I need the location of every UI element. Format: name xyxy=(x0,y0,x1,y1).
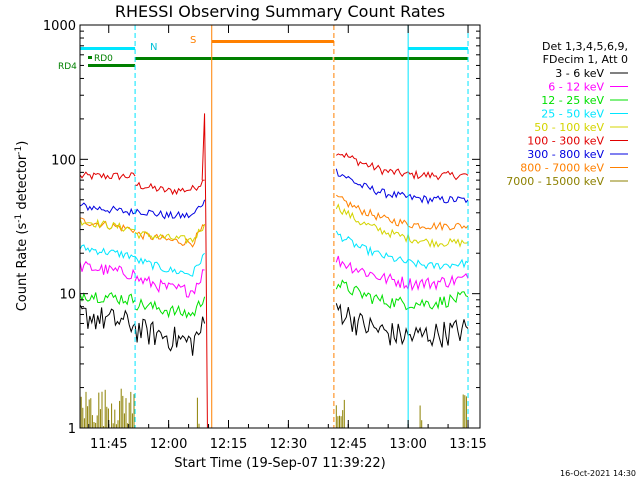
night-bar-1 xyxy=(408,47,469,50)
rd0-bar xyxy=(88,56,92,59)
noise-cluster-e xyxy=(462,394,467,428)
x-axis-label: Start Time (19-Sep-07 11:39:22) xyxy=(174,456,385,471)
spike-trace xyxy=(201,113,208,429)
series-0-segment-1 xyxy=(135,179,205,196)
x-tick-label-5: 13:00 xyxy=(389,437,426,452)
y-tick-label-3: 1000 xyxy=(43,19,76,34)
y-axis-label: Count Rate (s-1 detector-1) xyxy=(14,141,30,312)
series-1-segment-1 xyxy=(134,199,206,220)
legend-label-7: 800 - 7000 keV xyxy=(520,162,604,175)
y-tick-label-2: 100 xyxy=(51,153,76,168)
plot-frame xyxy=(79,24,481,429)
legend-label-1: 6 - 12 keV xyxy=(548,81,604,94)
noise-cluster-c xyxy=(335,399,345,428)
legend-label-4: 50 - 100 keV xyxy=(534,121,604,134)
noise-cluster-d xyxy=(419,405,423,428)
legend-label-6: 300 - 800 keV xyxy=(527,148,604,161)
x-tick-label-0: 11:45 xyxy=(90,437,127,452)
series-6-segment-1 xyxy=(134,296,206,319)
rd0-label: RD0 xyxy=(94,54,113,64)
series-4-segment-0 xyxy=(79,244,136,260)
y-tick-label-0: 1 xyxy=(68,422,76,437)
legend-header-1: Det 1,3,4,5,6,9, xyxy=(542,40,628,53)
x-tick-label-2: 12:15 xyxy=(210,437,247,452)
series-1-segment-0 xyxy=(79,202,136,217)
series-5-segment-2 xyxy=(335,255,469,292)
series-0-segment-0 xyxy=(79,171,136,181)
series-1-segment-2 xyxy=(335,168,469,205)
series-2-segment-0 xyxy=(79,217,136,234)
series-7-segment-2 xyxy=(335,303,469,348)
rd4-bar-c xyxy=(333,57,469,60)
x-tick-label-1: 12:00 xyxy=(150,437,187,452)
footer-timestamp: 16-Oct-2021 14:30 xyxy=(560,469,636,478)
legend-label-0: 3 - 6 keV xyxy=(555,67,604,80)
series-layer xyxy=(79,113,469,429)
series-6-segment-0 xyxy=(79,292,136,306)
rd4-bar-b xyxy=(135,57,333,60)
legend-header-2: FDecim 1, Att 0 xyxy=(543,53,628,66)
x-tick-label-6: 13:15 xyxy=(449,437,486,452)
legend: Det 1,3,4,5,6,9, FDecim 1, Att 0 3 - 6 k… xyxy=(506,40,628,188)
rd4-bar-a xyxy=(88,64,136,67)
series-3-segment-1 xyxy=(134,223,206,245)
series-4-segment-2 xyxy=(335,230,469,270)
x-tick-label-3: 12:30 xyxy=(270,437,307,452)
series-3-segment-2 xyxy=(335,203,469,249)
series-7-segment-1 xyxy=(134,316,206,356)
series-6-segment-2 xyxy=(335,279,469,311)
saa-label: S xyxy=(190,35,196,46)
flag-bars xyxy=(80,40,469,67)
series-5-segment-0 xyxy=(79,260,136,280)
chart-title: RHESSI Observing Summary Count Rates xyxy=(115,2,445,21)
y-tick-label-1: 10 xyxy=(59,288,76,303)
night-bar-0 xyxy=(80,47,136,50)
series-7-segment-0 xyxy=(79,304,136,334)
series-0-segment-2 xyxy=(335,152,469,181)
legend-label-5: 100 - 300 keV xyxy=(527,135,604,148)
series-2-segment-2 xyxy=(335,194,469,232)
legend-label-8: 7000 - 15000 keV xyxy=(506,175,604,188)
legend-label-2: 12 - 25 keV xyxy=(541,94,604,107)
rd4-label: RD4 xyxy=(58,62,77,72)
series-2-segment-1 xyxy=(134,224,205,248)
night-label: N xyxy=(150,42,157,53)
legend-label-3: 25 - 50 keV xyxy=(541,108,604,121)
noise-cluster-a xyxy=(80,388,135,428)
saa-bar xyxy=(211,40,334,43)
series-4-segment-1 xyxy=(134,252,205,277)
noise-cluster-b xyxy=(196,397,200,428)
series-3-segment-0 xyxy=(79,218,136,232)
series-5-segment-1 xyxy=(134,269,205,298)
x-tick-label-4: 12:45 xyxy=(330,437,367,452)
axes: 11:45 12:00 12:15 12:30 12:45 13:00 13:15 1 10 10… xyxy=(43,19,487,452)
